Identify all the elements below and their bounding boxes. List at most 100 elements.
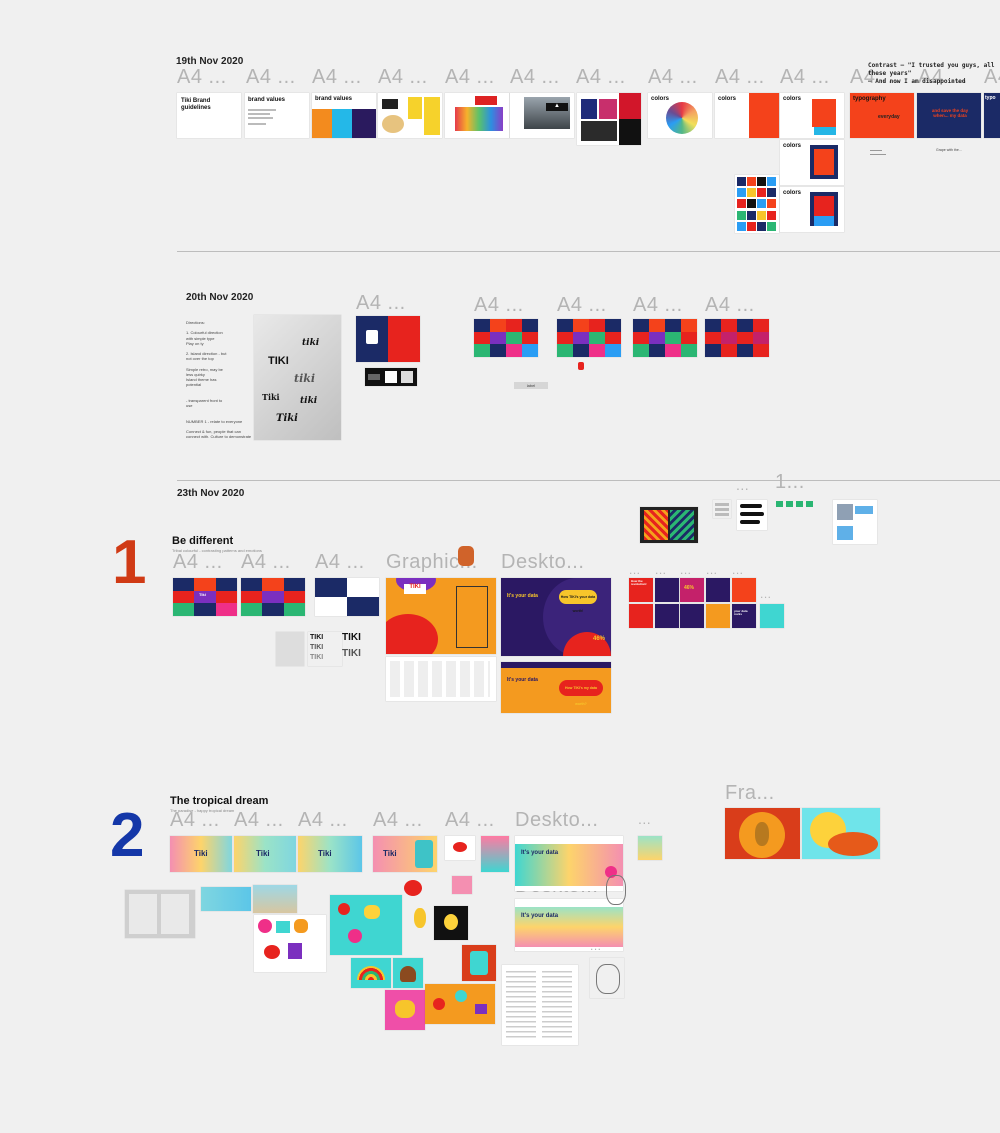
frame-moodboard-1[interactable] [378, 93, 442, 138]
frame-label[interactable]: A4 ... [715, 66, 765, 88]
frame-label[interactable]: A4 ... [705, 294, 755, 316]
frame-desktop-1[interactable]: It's your data How TIKI's your data wort… [501, 578, 611, 656]
frame-small-pattern[interactable] [713, 500, 731, 518]
frame-brand-values-2[interactable]: brand values [312, 93, 376, 138]
frame-tiki-logos[interactable]: TIKI TIKI TIKI [308, 632, 342, 666]
frame-colors-3[interactable]: colors [780, 93, 844, 138]
frame-small-tile[interactable] [680, 604, 704, 628]
frame-small-tile[interactable] [655, 604, 679, 628]
frame-line-art[interactable] [590, 958, 624, 998]
frame-sticker[interactable] [452, 876, 472, 894]
frame-small-tile[interactable]: your data rocks [732, 604, 756, 628]
frame-sticker[interactable] [638, 836, 662, 860]
frame-d1-grid-3[interactable] [315, 578, 379, 616]
frame-typography[interactable]: typography everyday [850, 93, 914, 138]
frame-label[interactable]: A4 ... [241, 551, 291, 573]
frame-icon-sheet[interactable] [386, 657, 496, 701]
frame-moodboard-3[interactable]: ▲ [510, 93, 574, 138]
frame-label[interactable]: 1... [775, 471, 805, 493]
frame-graphic[interactable]: TIKI [386, 578, 496, 654]
frame-label[interactable]: Deskto... [501, 551, 585, 573]
frame-label[interactable]: A4 ... [474, 294, 524, 316]
frame-photo-sea[interactable] [201, 887, 251, 911]
frame-label[interactable]: A4 ... [378, 66, 428, 88]
frame-label[interactable]: A4 ... [315, 551, 365, 573]
frame-small-tile[interactable] [760, 604, 784, 628]
frame-poop-sticker[interactable] [393, 958, 423, 988]
frame-label[interactable]: A4 ... [246, 66, 296, 88]
frame-photo-beach[interactable] [253, 885, 297, 913]
frame-sketch-photo[interactable]: tiki TIKI tiki Tiki tiki Tiki [254, 315, 341, 440]
frame-label[interactable]: A4 ... [234, 809, 284, 831]
frame-photo-sketch[interactable] [276, 632, 304, 666]
frame-typography-2[interactable]: and save the day when... my data [917, 93, 981, 138]
frame-label[interactable]: A4 ... [298, 809, 348, 831]
frame-desktop-2[interactable]: It's your data How TIKI's my data worth? [501, 662, 611, 713]
frame-label[interactable]: ... [706, 563, 718, 577]
frame-gradient-4[interactable]: Tiki [373, 836, 437, 872]
frame-sticker-cyan[interactable] [330, 895, 402, 955]
frame-label[interactable]: ... [736, 477, 750, 493]
frame-colors-2[interactable]: colors [715, 93, 779, 138]
frame-sparkle[interactable] [434, 906, 468, 940]
frame-color-grid-2[interactable] [557, 319, 621, 357]
frame-label[interactable]: A4 ... [445, 66, 495, 88]
frame-colors-5[interactable]: colors [780, 187, 844, 232]
frame-label[interactable]: A4 ... [177, 66, 227, 88]
frame-gradient-3[interactable]: Tiki [298, 836, 362, 872]
frame-typography-3[interactable]: typo [984, 93, 1000, 138]
frame-beach[interactable] [802, 808, 880, 859]
frame-menu[interactable] [502, 965, 578, 1045]
frame-label[interactable]: Fra... [725, 782, 775, 804]
frame-label[interactable]: A4 ... [170, 809, 220, 831]
frame-moodboard-2[interactable] [445, 93, 509, 138]
frame-label[interactable]: A4 ... [173, 551, 223, 573]
frame-sticker[interactable] [445, 836, 475, 860]
frame-label[interactable]: ... [629, 563, 641, 577]
frame-label[interactable]: ... [590, 939, 602, 953]
frame-label[interactable]: ... [655, 563, 667, 577]
frame-rainbow[interactable] [351, 958, 391, 988]
frame-label[interactable]: A4 ... [373, 809, 423, 831]
frame-sticker-orange[interactable] [425, 984, 495, 1024]
frame-label[interactable]: A4 [984, 66, 1000, 88]
frame-colors-4[interactable]: colors [780, 140, 844, 185]
frame-label[interactable]: A4 ... [445, 809, 495, 831]
frame-ui-mock[interactable] [833, 500, 877, 544]
frame-label[interactable]: ... [760, 587, 772, 601]
frame-brush-strokes[interactable] [737, 500, 767, 530]
label-pill[interactable]: label [514, 382, 548, 389]
frame-colors-wheel[interactable]: colors [648, 93, 712, 138]
frame-lamp-sticker[interactable] [385, 990, 425, 1030]
frame-small-tile[interactable] [655, 578, 679, 602]
frame-sticker-red[interactable] [462, 945, 496, 981]
frame-small-tile[interactable]: 46% [680, 578, 704, 602]
frame-color-grid-1[interactable] [474, 319, 538, 357]
frame-color-grid-3[interactable] [633, 319, 697, 357]
frame-sticker[interactable] [481, 836, 509, 872]
frame-d1-grid-1[interactable]: Tiki [173, 578, 237, 616]
frame-label[interactable]: A4 ... [633, 294, 683, 316]
frame-d1-grid-2[interactable] [241, 578, 305, 616]
frame-small-tile[interactable] [732, 578, 756, 602]
frame-small-tile[interactable] [706, 604, 730, 628]
frame-label[interactable]: A4 ... [780, 66, 830, 88]
frame-gradient-1[interactable]: Tiki [170, 836, 232, 872]
frame-small-tile[interactable] [706, 578, 730, 602]
frame-d2-desktop-2[interactable]: It's your data [515, 899, 623, 951]
frame-logo-split[interactable] [356, 316, 420, 362]
frame-label[interactable]: A4 ... [557, 294, 607, 316]
frame-brand-values[interactable]: brand values [245, 93, 309, 138]
frame-label[interactable]: A4 ... [918, 66, 968, 88]
frame-label[interactable]: Graphic... [386, 551, 478, 573]
frame-small-tile[interactable] [629, 604, 653, 628]
frame-pineapple[interactable] [725, 808, 800, 859]
frame-label[interactable]: Deskto... [515, 809, 599, 831]
frame-logo-dark[interactable] [365, 368, 417, 386]
frame-brand-guidelines[interactable]: Tiki Brand guidelines [177, 93, 241, 138]
frame-moodboard-4[interactable] [577, 93, 641, 145]
frame-label[interactable]: A4 ... [510, 66, 560, 88]
frame-label[interactable]: ... [638, 811, 652, 827]
frame-label[interactable]: A4 ... [356, 292, 406, 314]
frame-label[interactable]: A4 ... [850, 66, 900, 88]
